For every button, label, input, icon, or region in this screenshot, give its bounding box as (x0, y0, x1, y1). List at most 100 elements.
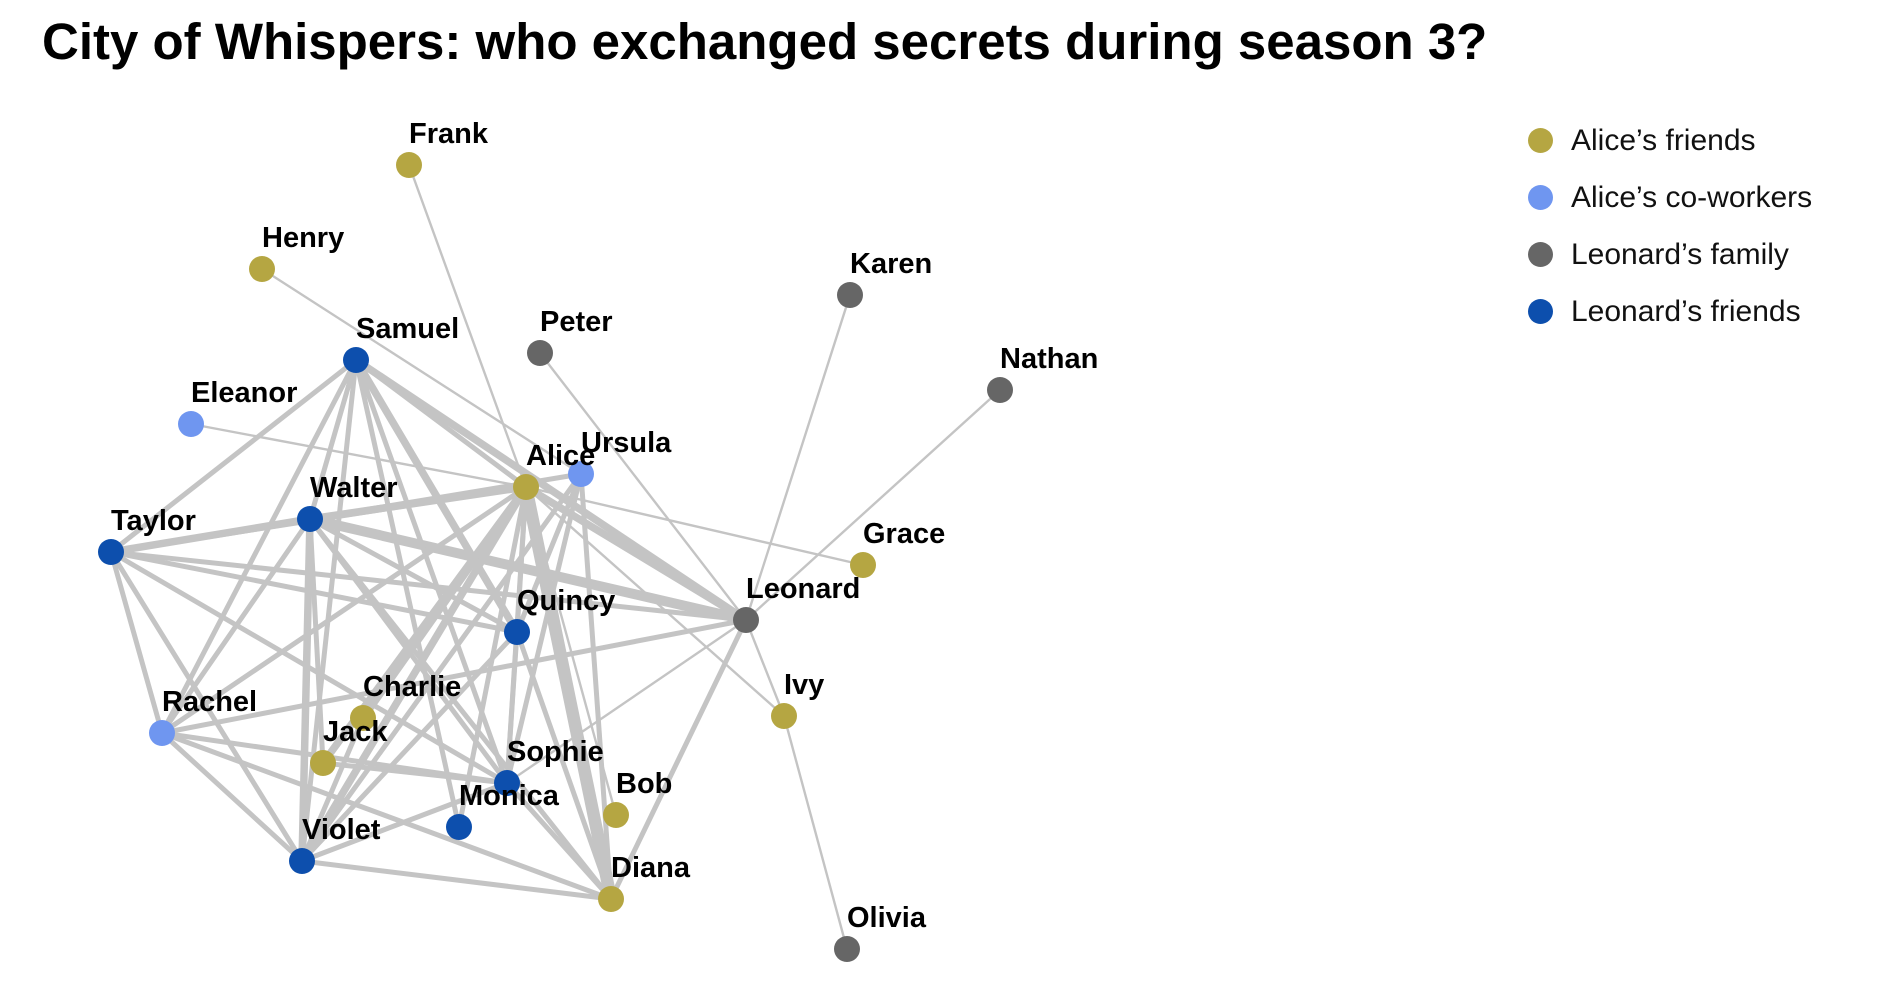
edge-ursula-sophie (504, 471, 584, 786)
node-karen (837, 282, 863, 308)
edge-walter-violet (298, 515, 314, 865)
node-label-peter: Peter (540, 306, 613, 338)
node-charlie (350, 705, 376, 731)
node-label-ivy: Ivy (784, 669, 824, 701)
node-label-jack: Jack (323, 716, 388, 748)
edge-violet-sophie (299, 780, 510, 864)
legend-item-alice-coworkers: Alice’s co-workers (1528, 169, 1812, 226)
node-label-violet: Violet (302, 814, 381, 846)
edge-sophie-diana (504, 780, 614, 902)
node-sophie (494, 770, 520, 796)
edge-samuel-rachel (159, 357, 359, 736)
labels-layer: Frank Henry Karen Peter Samuel Nathan Eleanor U… (111, 118, 1098, 934)
node-samuel (343, 347, 369, 373)
node-label-nathan: Nathan (1000, 343, 1098, 375)
edge-samuel-monica (353, 357, 462, 830)
edge-quincy-violet (299, 629, 520, 864)
edge-henry-ursula (260, 267, 583, 476)
edge-alice-rachel (159, 484, 529, 736)
node-label-taylor: Taylor (111, 505, 196, 537)
node-taylor (98, 539, 124, 565)
edge-ivy-olivia (782, 714, 849, 951)
edge-leonard-ivy (744, 618, 786, 718)
node-label-quincy: Quincy (517, 585, 615, 617)
node-bob (603, 802, 629, 828)
page-title: City of Whispers: who exchanged secrets … (42, 13, 1488, 70)
edge-samuel-leonard (352, 356, 750, 624)
node-eleanor (178, 411, 204, 437)
edge-eleanor-alice (189, 422, 528, 489)
edge-rachel-violet (159, 730, 305, 864)
node-label-diana: Diana (611, 852, 691, 884)
node-olivia (834, 936, 860, 962)
edge-violet-diana (299, 858, 614, 902)
node-label-ursula: Ursula (581, 427, 672, 459)
edge-nathan-leonard (744, 388, 1002, 622)
legend-swatch (1528, 185, 1553, 210)
nodes-layer (98, 152, 1013, 962)
node-label-rachel: Rachel (162, 686, 257, 718)
edge-samuel-alice (353, 357, 529, 490)
node-nathan (987, 377, 1013, 403)
node-diana (598, 886, 624, 912)
edge-quincy-diana (514, 629, 614, 902)
node-alice (513, 474, 539, 500)
node-label-eleanor: Eleanor (191, 377, 297, 409)
edge-frank-alice (407, 163, 528, 489)
edge-leonard-sophie (505, 618, 748, 785)
edge-karen-leonard (744, 293, 852, 622)
edge-ursula-quincy (514, 471, 584, 635)
legend-item-alice-friends: Alice’s friends (1528, 112, 1812, 169)
node-label-leonard: Leonard (746, 573, 860, 605)
legend-swatch (1528, 242, 1553, 267)
legend-label: Alice’s friends (1571, 123, 1756, 157)
edge-samuel-taylor (108, 357, 359, 555)
node-violet (289, 848, 315, 874)
legend: Alice’s friends Alice’s co-workers Leonard… (1528, 112, 1812, 340)
edge-leonard-diana (608, 617, 749, 902)
legend-swatch (1528, 128, 1553, 153)
edge-quincy-sophie (504, 629, 520, 786)
node-label-grace: Grace (863, 518, 945, 550)
edge-walter-jack (307, 516, 326, 766)
legend-label: Leonard’s family (1571, 237, 1789, 271)
node-grace (850, 552, 876, 578)
node-label-frank: Frank (409, 118, 489, 150)
edge-walter-leonard (305, 514, 751, 625)
node-quincy (504, 619, 530, 645)
edge-ursula-violet (299, 471, 584, 864)
edge-charlie-violet (299, 715, 366, 864)
node-leonard (733, 607, 759, 633)
edge-rachel-leonard (159, 617, 749, 736)
legend-item-leonard-friends: Leonard’s friends (1528, 283, 1812, 340)
node-label-karen: Karen (850, 248, 932, 280)
legend-label: Leonard’s friends (1571, 294, 1801, 328)
legend-swatch (1528, 299, 1553, 324)
node-label-charlie: Charlie (363, 671, 461, 703)
node-peter (527, 340, 553, 366)
legend-label: Alice’s co-workers (1571, 180, 1813, 214)
edge-taylor-rachel (108, 549, 165, 736)
node-monica (446, 814, 472, 840)
edge-walter-rachel (159, 516, 313, 736)
node-label-samuel: Samuel (356, 313, 459, 345)
edge-jack-sophie (320, 760, 510, 786)
node-henry (249, 256, 275, 282)
edge-alice-diana (519, 480, 618, 906)
node-ivy (771, 703, 797, 729)
node-label-monica: Monica (459, 780, 560, 812)
node-frank (396, 152, 422, 178)
node-label-henry: Henry (262, 222, 344, 254)
node-label-olivia: Olivia (847, 902, 927, 934)
node-label-alice: Alice (526, 440, 595, 472)
edge-samuel-walter (307, 357, 359, 522)
edge-ursula-diana (578, 471, 614, 902)
edge-peter-leonard (538, 351, 748, 622)
node-rachel (149, 720, 175, 746)
edge-samuel-violet (299, 357, 359, 864)
node-label-walter: Walter (310, 472, 398, 504)
node-label-bob: Bob (616, 768, 672, 800)
edge-taylor-violet (108, 549, 305, 864)
edge-walter-diana (307, 516, 614, 902)
